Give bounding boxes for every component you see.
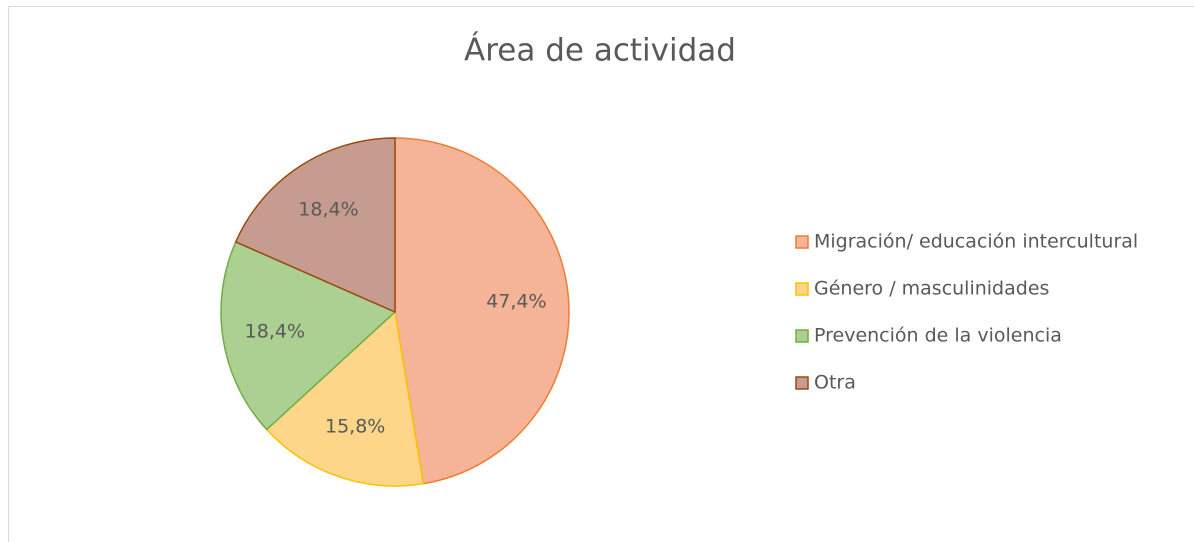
legend-label: Prevención de la violencia <box>814 325 1062 347</box>
pie-slice <box>220 240 397 431</box>
pie-slice <box>234 137 396 314</box>
data-label: 18,4% <box>245 320 305 342</box>
legend-swatch <box>795 235 809 249</box>
data-label: 47,4% <box>486 291 546 313</box>
data-label: 18,4% <box>298 198 358 220</box>
pie-slice <box>265 310 425 487</box>
legend-swatch <box>795 282 809 296</box>
data-label: 15,8% <box>325 416 385 438</box>
legend-label: Otra <box>814 372 856 394</box>
chart-title: Área de actividad <box>464 33 736 69</box>
chart-frame <box>8 6 1194 542</box>
legend-swatch <box>795 376 809 390</box>
legend-label: Migración/ educación intercultural <box>814 231 1138 253</box>
pie-slice <box>394 137 570 485</box>
legend-swatch <box>795 329 809 343</box>
legend-label: Género / masculinidades <box>814 278 1049 300</box>
